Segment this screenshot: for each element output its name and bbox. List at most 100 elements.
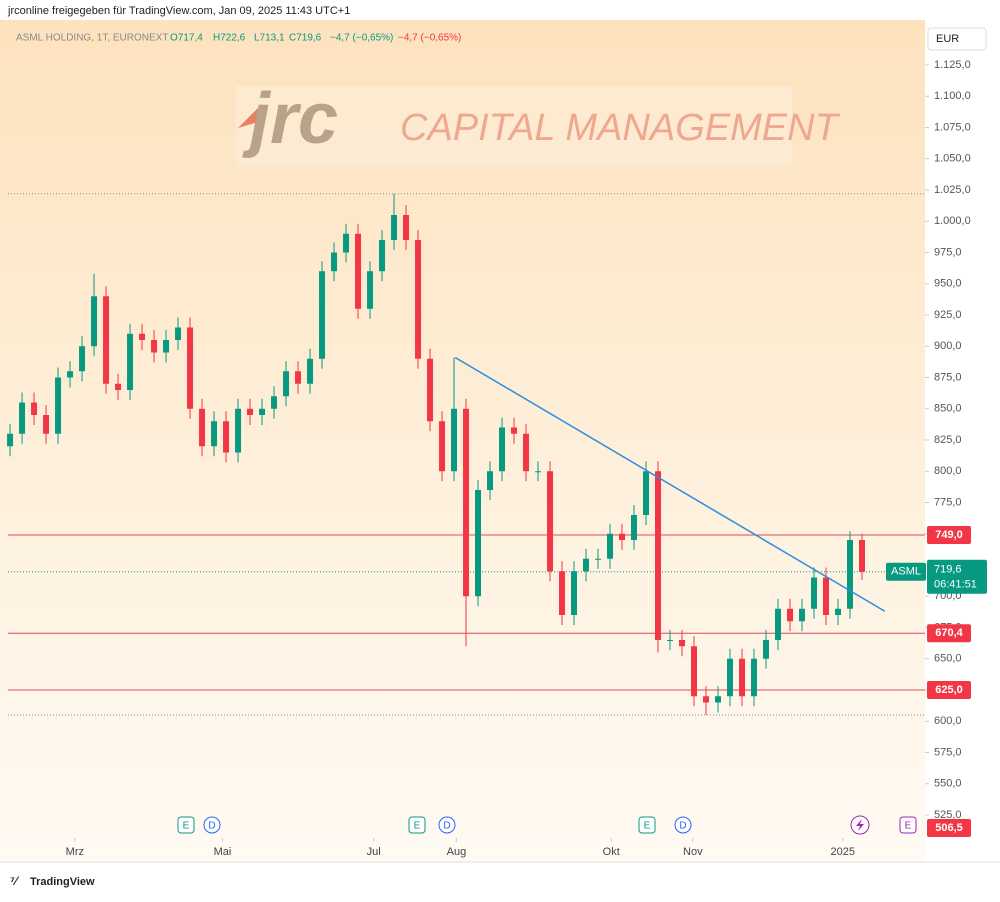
candle-body [31, 402, 38, 415]
current-price: 719,6 [934, 564, 962, 576]
candle-body [451, 408, 458, 472]
event-label[interactable]: E [905, 821, 912, 832]
candle-body [547, 471, 554, 572]
candle-body [355, 233, 362, 309]
level-label-box [927, 681, 971, 699]
candle-body [319, 271, 326, 359]
candle-body [667, 640, 674, 641]
currency-box[interactable] [927, 27, 987, 51]
candle-body [859, 540, 866, 572]
attribution: jrconline freigegeben für TradingView.co… [7, 5, 350, 17]
y-tick-label: 600,0 [934, 715, 962, 727]
candle-body [811, 577, 818, 609]
candle-body [163, 340, 170, 353]
level-label: 670,4 [935, 627, 963, 639]
candle-body [91, 296, 98, 347]
candle-body [703, 696, 710, 703]
scale-marker-box [927, 819, 971, 837]
candle-body [283, 371, 290, 397]
candle-body [475, 490, 482, 597]
split-bolt [856, 819, 864, 831]
candle-body [787, 608, 794, 622]
x-tick-label: Okt [603, 846, 620, 858]
candle-body [295, 371, 302, 384]
y-tick-label: 550,0 [934, 778, 962, 790]
y-tick-label: 775,0 [934, 496, 962, 508]
header-text: O717,4 [170, 33, 203, 44]
candle-body [691, 646, 698, 697]
candle-body [43, 415, 50, 434]
event-icon[interactable] [203, 816, 221, 834]
candle-body [535, 471, 542, 473]
candle-body [583, 558, 590, 572]
event-label[interactable]: D [208, 821, 215, 832]
event-label[interactable]: E [183, 821, 190, 832]
header-text: −4,7 (−0,65%) [398, 33, 461, 44]
candle-body [55, 377, 62, 434]
candle-body [655, 471, 662, 640]
candle-body [511, 427, 518, 434]
trendline [454, 356, 886, 612]
candle-body [571, 571, 578, 615]
candle-body [271, 396, 278, 409]
event-icon[interactable] [177, 816, 195, 834]
scale-marker: 506,5 [935, 822, 963, 834]
y-tick-label: 825,0 [934, 434, 962, 446]
candle-body [415, 240, 422, 359]
y-tick-label: 800,0 [934, 465, 962, 477]
candle-body [595, 558, 602, 560]
y-tick-label: 850,0 [934, 403, 962, 415]
candle-body [367, 271, 374, 309]
currency[interactable]: EUR [936, 33, 959, 45]
x-tick-label: Nov [683, 846, 703, 858]
candle-body [19, 402, 26, 434]
candle-body [67, 371, 74, 378]
event-label[interactable]: E [644, 821, 651, 832]
event-icon[interactable] [408, 816, 426, 834]
event-icon[interactable] [638, 816, 656, 834]
candle-body [799, 608, 806, 622]
x-tick-label: Jul [367, 846, 381, 858]
candle-body [487, 471, 494, 490]
symbol-tag: ASML [891, 566, 921, 578]
candle-body [343, 233, 350, 253]
candle-body [187, 327, 194, 409]
candle-body [847, 540, 854, 609]
event-icon[interactable] [438, 816, 456, 834]
event-icon[interactable] [899, 816, 917, 834]
candle-body [151, 340, 158, 353]
y-tick-label: 1.075,0 [934, 121, 971, 133]
candle-body [439, 421, 446, 472]
event-icon[interactable] [674, 816, 692, 834]
candle-body [727, 658, 734, 697]
candle-body [643, 471, 650, 515]
event-label[interactable]: D [443, 821, 450, 832]
header-text: −4,7 (−0,65%) [330, 33, 393, 44]
candle-body [631, 515, 638, 540]
level-label: 749,0 [935, 529, 963, 541]
x-tick-label: Mai [214, 846, 232, 858]
price-box [927, 559, 987, 594]
y-tick-label: 1.100,0 [934, 90, 971, 102]
candle-body [499, 427, 506, 472]
event-label[interactable]: D [679, 821, 686, 832]
y-tick-label: 525,0 [934, 809, 962, 821]
candle-body [679, 640, 686, 647]
y-tick-label: 1.125,0 [934, 59, 971, 71]
candle-body [259, 408, 266, 415]
y-tick-label: 650,0 [934, 653, 962, 665]
y-tick-label: 1.050,0 [934, 153, 971, 165]
y-tick-label: 975,0 [934, 246, 962, 258]
event-label[interactable]: E [414, 821, 421, 832]
candle-body [835, 608, 842, 615]
price-scale [925, 20, 1000, 862]
watermark: CAPITAL MANAGEMENT [400, 107, 841, 149]
header-text: ASML HOLDING, 1T, EURONEXT [16, 33, 168, 44]
y-tick-label: 575,0 [934, 746, 962, 758]
candle-body [715, 696, 722, 703]
candle-body [523, 433, 530, 472]
x-tick-label: 2025 [831, 846, 855, 858]
symbol-box [886, 562, 926, 581]
candle-body [379, 240, 386, 272]
y-tick-label: 925,0 [934, 309, 962, 321]
